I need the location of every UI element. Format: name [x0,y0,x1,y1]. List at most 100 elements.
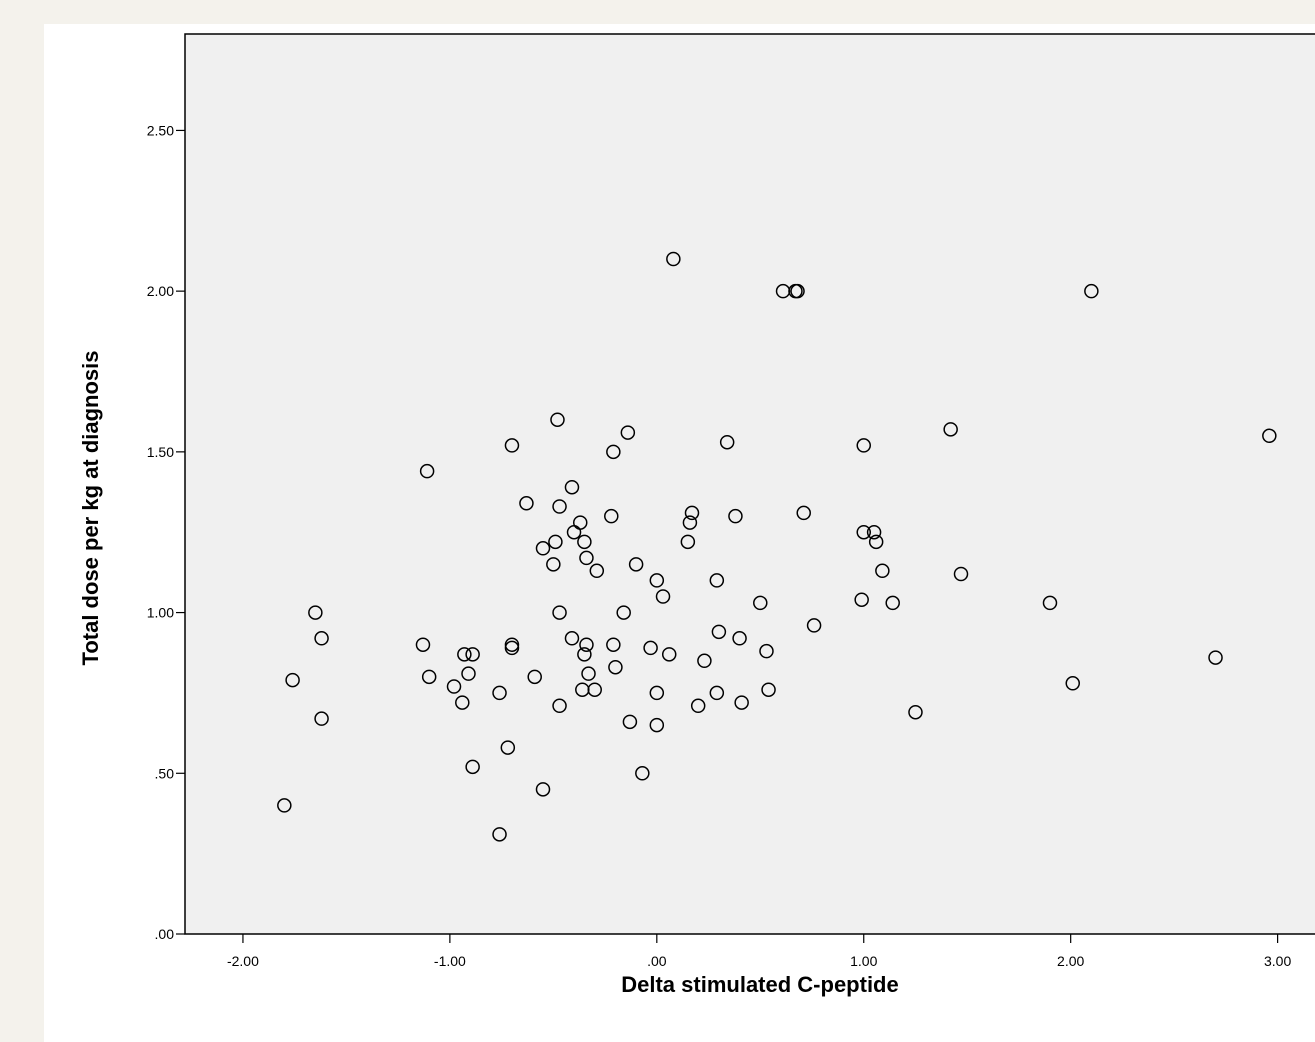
data-point [500,740,516,755]
data-point [446,679,462,694]
data-point [734,695,749,710]
data-point [868,534,884,550]
data-point [885,595,900,611]
data-point [628,557,644,572]
data-point [680,534,696,550]
data-point [908,704,923,720]
data-point [608,659,623,675]
data-point [666,251,681,267]
data-point [620,425,636,440]
chart-card: .00 .50 1.00 1.50 2.00 2.50 -2.00 -1.00 .00 1.00… [44,24,1315,1042]
data-point [796,505,811,521]
data-point [649,573,665,588]
data-point [655,589,671,604]
data-point [684,505,700,521]
data-point [492,827,507,842]
data-point [552,698,567,714]
data-point [504,640,520,656]
data-point [564,479,580,495]
data-point [732,631,747,646]
y-tick-label: 1.50 [147,444,174,460]
data-point [415,637,431,652]
data-point [492,685,507,701]
data-point [719,434,735,450]
data-point [806,618,822,633]
data-point [465,647,480,662]
data-point [564,631,580,646]
data-point [635,766,650,781]
x-tick-label: -1.00 [434,953,466,969]
data-point [866,524,882,540]
data-point [690,698,706,714]
data-point [622,714,638,730]
y-axis-title: Total dose per kg at diagnosis [78,351,103,666]
data-point [604,508,619,524]
plot-area [184,33,1315,935]
data-point [606,637,621,652]
data-point [875,563,890,579]
scatter-chart: .00 .50 1.00 1.50 2.00 2.50 -2.00 -1.00 .00 1.00… [78,33,1315,997]
data-point [461,666,476,681]
data-point [465,759,480,775]
data-point [581,666,596,681]
data-point [1065,676,1080,691]
data-point [314,711,329,726]
data-points [277,251,1277,842]
data-point [589,563,605,579]
data-point [953,566,969,582]
y-tick-label: .50 [155,765,175,781]
data-point [761,682,776,697]
data-point [535,782,551,797]
data-point [661,647,677,662]
data-point [753,595,768,611]
x-tick-label: .00 [647,953,667,969]
data-point [314,631,329,646]
data-point [546,557,561,572]
data-point [277,798,292,813]
x-axis: -2.00 -1.00 .00 1.00 2.00 3.00 [227,934,1291,969]
y-tick-label: 2.00 [147,283,174,299]
data-point [527,669,542,685]
x-tick-label: 2.00 [1057,953,1084,969]
data-point [790,283,805,299]
data-point [285,672,300,688]
data-point [550,412,565,427]
data-point [579,637,594,652]
y-axis: .00 .50 1.00 1.50 2.00 2.50 [147,122,185,942]
data-point [587,682,602,697]
data-point [579,550,594,566]
x-tick-label: 1.00 [850,953,877,969]
data-point [606,444,621,460]
data-point [711,624,727,640]
y-tick-label: 2.50 [147,122,174,138]
data-point [421,669,437,685]
data-point [643,640,658,656]
data-point [856,524,871,540]
x-axis-title: Delta stimulated C-peptide [621,972,898,997]
data-point [504,637,520,652]
data-point [519,496,534,511]
data-point [577,534,592,550]
data-point [457,647,472,662]
data-point [577,647,592,662]
data-point [1208,650,1223,665]
data-point [1084,283,1099,299]
data-point [709,573,725,588]
data-point [856,438,871,453]
data-point [616,605,631,620]
data-point [552,605,567,620]
x-tick-label: -2.00 [227,953,259,969]
data-point [504,438,520,453]
y-tick-label: .00 [155,926,175,942]
data-point [552,499,567,514]
data-point [854,592,869,607]
data-point [709,685,725,701]
data-point [419,463,435,479]
y-tick-label: 1.00 [147,605,174,621]
x-tick-label: 3.00 [1264,953,1291,969]
data-point [1262,428,1277,444]
data-point [455,695,470,710]
data-point [943,422,958,437]
data-point [759,643,774,659]
data-point [649,685,665,701]
